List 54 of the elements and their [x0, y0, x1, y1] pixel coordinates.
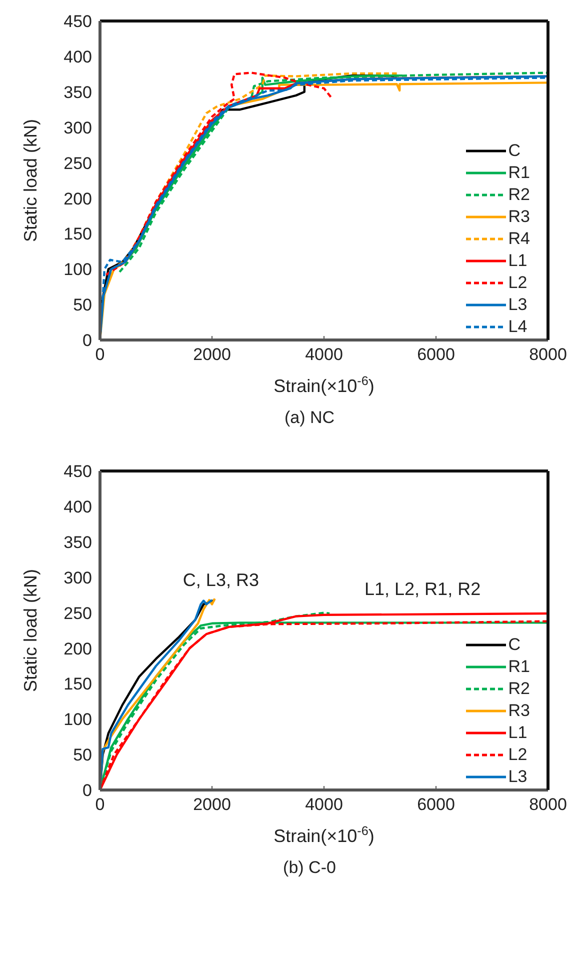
- y-axis-title: Static load (kN): [20, 568, 40, 692]
- y-tick-label: 350: [64, 82, 92, 102]
- x-axis-title: Strain(×10$^{-6}$): [274, 374, 374, 396]
- text: (a) NC: [283, 408, 336, 428]
- y-tick-label: 250: [64, 154, 92, 173]
- text: (b) C-0: [282, 858, 337, 878]
- x-tick-label: 2000: [193, 345, 231, 364]
- x-tick-label: 4000: [305, 795, 343, 814]
- x-tick-label: 0: [95, 345, 105, 364]
- y-tick-label: 450: [64, 462, 92, 482]
- x-tick-label: 0: [95, 795, 105, 814]
- annotation: L1, L2, R1, R2: [364, 579, 481, 600]
- y-tick-label: 150: [64, 224, 92, 244]
- legend-label: L3: [508, 294, 528, 316]
- y-tick-label: 50: [73, 296, 92, 315]
- legend-label: L3: [508, 766, 528, 788]
- y-tick-label: 100: [64, 260, 92, 280]
- x-tick-label: 6000: [417, 795, 455, 814]
- legend-label: R2: [508, 184, 530, 206]
- x-tick-label: 8000: [529, 345, 567, 364]
- legend-label: C: [508, 634, 521, 656]
- y-tick-label: 350: [64, 532, 92, 552]
- x-tick-label: 6000: [417, 345, 455, 364]
- y-tick-label: 50: [73, 746, 92, 765]
- y-tick-label: 300: [64, 568, 92, 588]
- legend-label: L2: [508, 272, 528, 294]
- legend-label: L1: [508, 250, 528, 272]
- x-tick-label: 4000: [305, 345, 343, 364]
- y-tick-label: 300: [64, 118, 92, 138]
- x-tick-label: 8000: [529, 795, 567, 814]
- legend-label: R1: [508, 162, 530, 184]
- y-tick-label: 250: [64, 604, 92, 623]
- y-tick-label: 400: [64, 47, 92, 66]
- y-tick-label: 450: [64, 12, 92, 32]
- legend-label: L1: [508, 722, 528, 744]
- x-tick-label: 2000: [193, 795, 231, 814]
- annotation: C, L3, R3: [182, 570, 259, 591]
- legend-label: R3: [508, 206, 530, 228]
- legend-label: R2: [508, 678, 530, 700]
- legend-label: L2: [508, 744, 528, 766]
- y-axis-title: Static load (kN): [20, 118, 40, 242]
- legend-label: L4: [508, 316, 528, 338]
- x-axis-title: Strain(×10$^{-6}$): [274, 824, 374, 846]
- y-tick-label: 0: [82, 331, 92, 350]
- y-tick-label: 0: [82, 781, 92, 800]
- y-tick-label: 200: [64, 639, 92, 658]
- y-tick-label: 400: [64, 497, 92, 516]
- legend-label: C: [508, 140, 521, 162]
- y-tick-label: 150: [64, 674, 92, 694]
- y-tick-label: 200: [64, 189, 92, 208]
- legend-label: R3: [508, 700, 530, 722]
- y-tick-label: 100: [64, 710, 92, 730]
- legend-label: R4: [508, 228, 530, 250]
- legend-label: R1: [508, 656, 530, 678]
